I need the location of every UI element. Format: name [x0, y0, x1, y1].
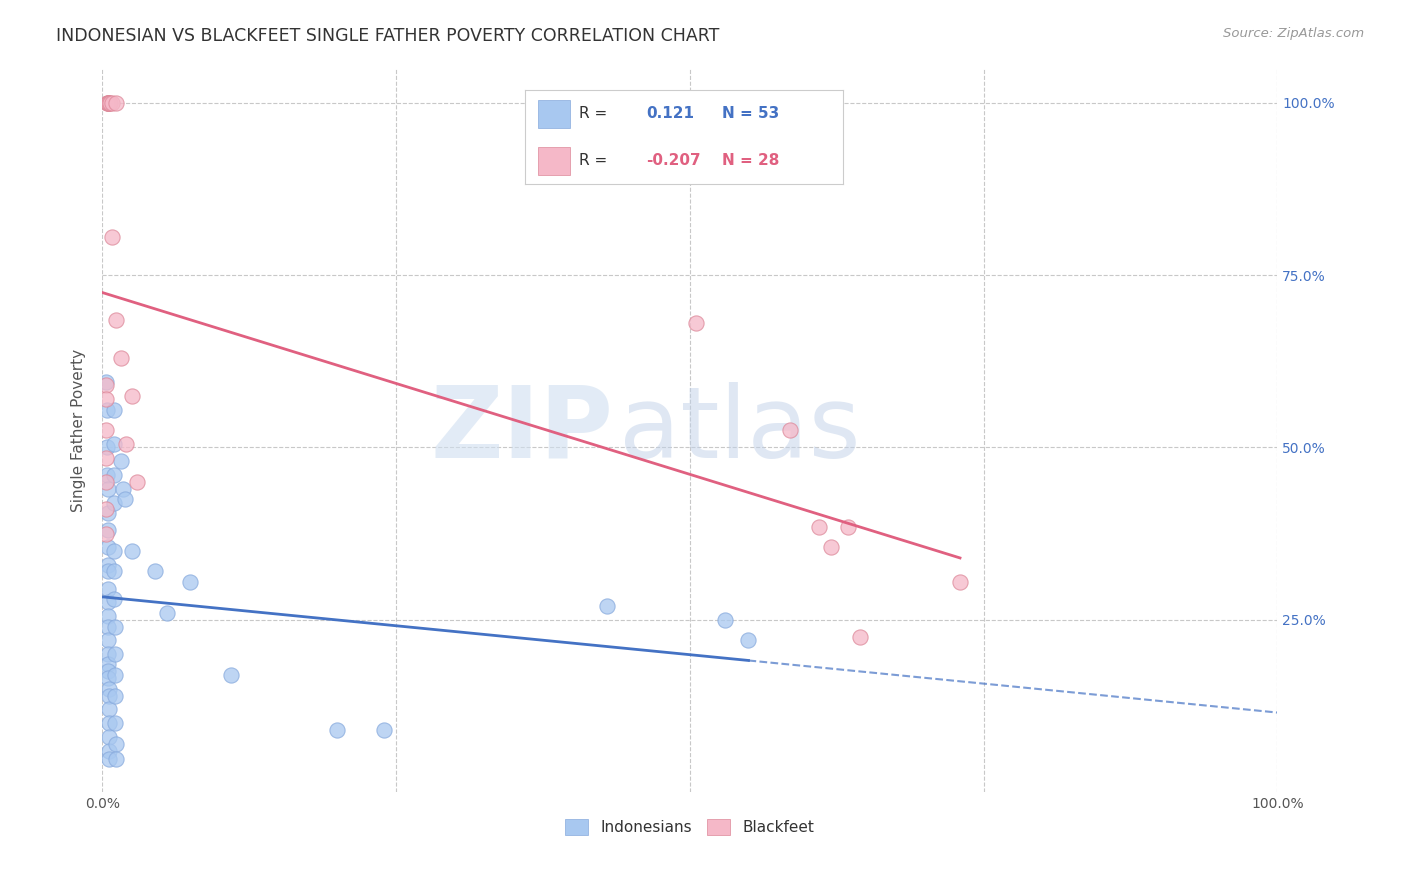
Text: INDONESIAN VS BLACKFEET SINGLE FATHER POVERTY CORRELATION CHART: INDONESIAN VS BLACKFEET SINGLE FATHER PO…: [56, 27, 720, 45]
Point: [98, 752, 121, 766]
Point: [97, 95, 120, 110]
Point: [326, 723, 349, 737]
Point: [105, 752, 128, 766]
Point: [97, 95, 120, 110]
Point: [221, 668, 243, 682]
Point: [94, 378, 117, 392]
Point: [105, 95, 128, 110]
Point: [97, 609, 120, 624]
Point: [104, 619, 127, 633]
Point: [97, 665, 120, 679]
Point: [98, 702, 121, 716]
Point: [104, 716, 127, 731]
Point: [105, 313, 128, 327]
Point: [100, 230, 122, 244]
Point: [121, 544, 143, 558]
Point: [97, 523, 120, 537]
Point: [97, 95, 120, 110]
Text: Source: ZipAtlas.com: Source: ZipAtlas.com: [1223, 27, 1364, 40]
Point: [100, 95, 122, 110]
Point: [103, 437, 125, 451]
Point: [114, 492, 136, 507]
Point: [837, 519, 859, 533]
Point: [97, 633, 120, 648]
Point: [97, 506, 120, 520]
Point: [103, 495, 125, 509]
Point: [103, 592, 125, 607]
Point: [94, 392, 117, 407]
Point: [97, 647, 120, 661]
Point: [98, 744, 121, 758]
Y-axis label: Single Father Poverty: Single Father Poverty: [72, 349, 86, 512]
Point: [685, 317, 707, 331]
Point: [94, 475, 117, 489]
Point: [94, 375, 117, 389]
Point: [97, 482, 120, 496]
Point: [179, 574, 201, 589]
Point: [110, 351, 132, 365]
Text: atlas: atlas: [619, 382, 860, 479]
Point: [94, 502, 117, 516]
Point: [98, 730, 121, 744]
Point: [97, 582, 120, 596]
Point: [714, 613, 737, 627]
Point: [94, 450, 117, 465]
Point: [849, 630, 872, 644]
Point: [98, 95, 121, 110]
Point: [103, 544, 125, 558]
Point: [96, 95, 118, 110]
Point: [96, 402, 118, 417]
Point: [156, 606, 179, 620]
Point: [779, 423, 801, 437]
Point: [949, 574, 972, 589]
Point: [98, 689, 121, 703]
Point: [97, 657, 120, 672]
Point: [143, 565, 166, 579]
Point: [97, 558, 120, 572]
Point: [820, 541, 842, 555]
Point: [808, 519, 831, 533]
Point: [104, 689, 127, 703]
Point: [103, 468, 125, 483]
Point: [112, 482, 135, 496]
Point: [121, 389, 143, 403]
Point: [97, 671, 120, 685]
Point: [98, 681, 121, 696]
Point: [94, 423, 117, 437]
Point: [737, 633, 759, 648]
Point: [97, 565, 120, 579]
Point: [100, 95, 122, 110]
Point: [97, 619, 120, 633]
Point: [105, 737, 128, 751]
Point: [98, 716, 121, 731]
Point: [104, 647, 127, 661]
Point: [110, 454, 132, 468]
Text: ZIP: ZIP: [430, 382, 613, 479]
Point: [596, 599, 619, 613]
Point: [103, 402, 125, 417]
Point: [97, 541, 120, 555]
Legend: Indonesians, Blackfeet: Indonesians, Blackfeet: [565, 819, 814, 835]
Point: [96, 468, 118, 483]
Point: [94, 526, 117, 541]
Point: [97, 595, 120, 609]
Point: [96, 441, 118, 455]
Point: [127, 475, 149, 489]
Point: [114, 437, 136, 451]
Point: [103, 565, 125, 579]
Point: [373, 723, 395, 737]
Point: [104, 668, 127, 682]
